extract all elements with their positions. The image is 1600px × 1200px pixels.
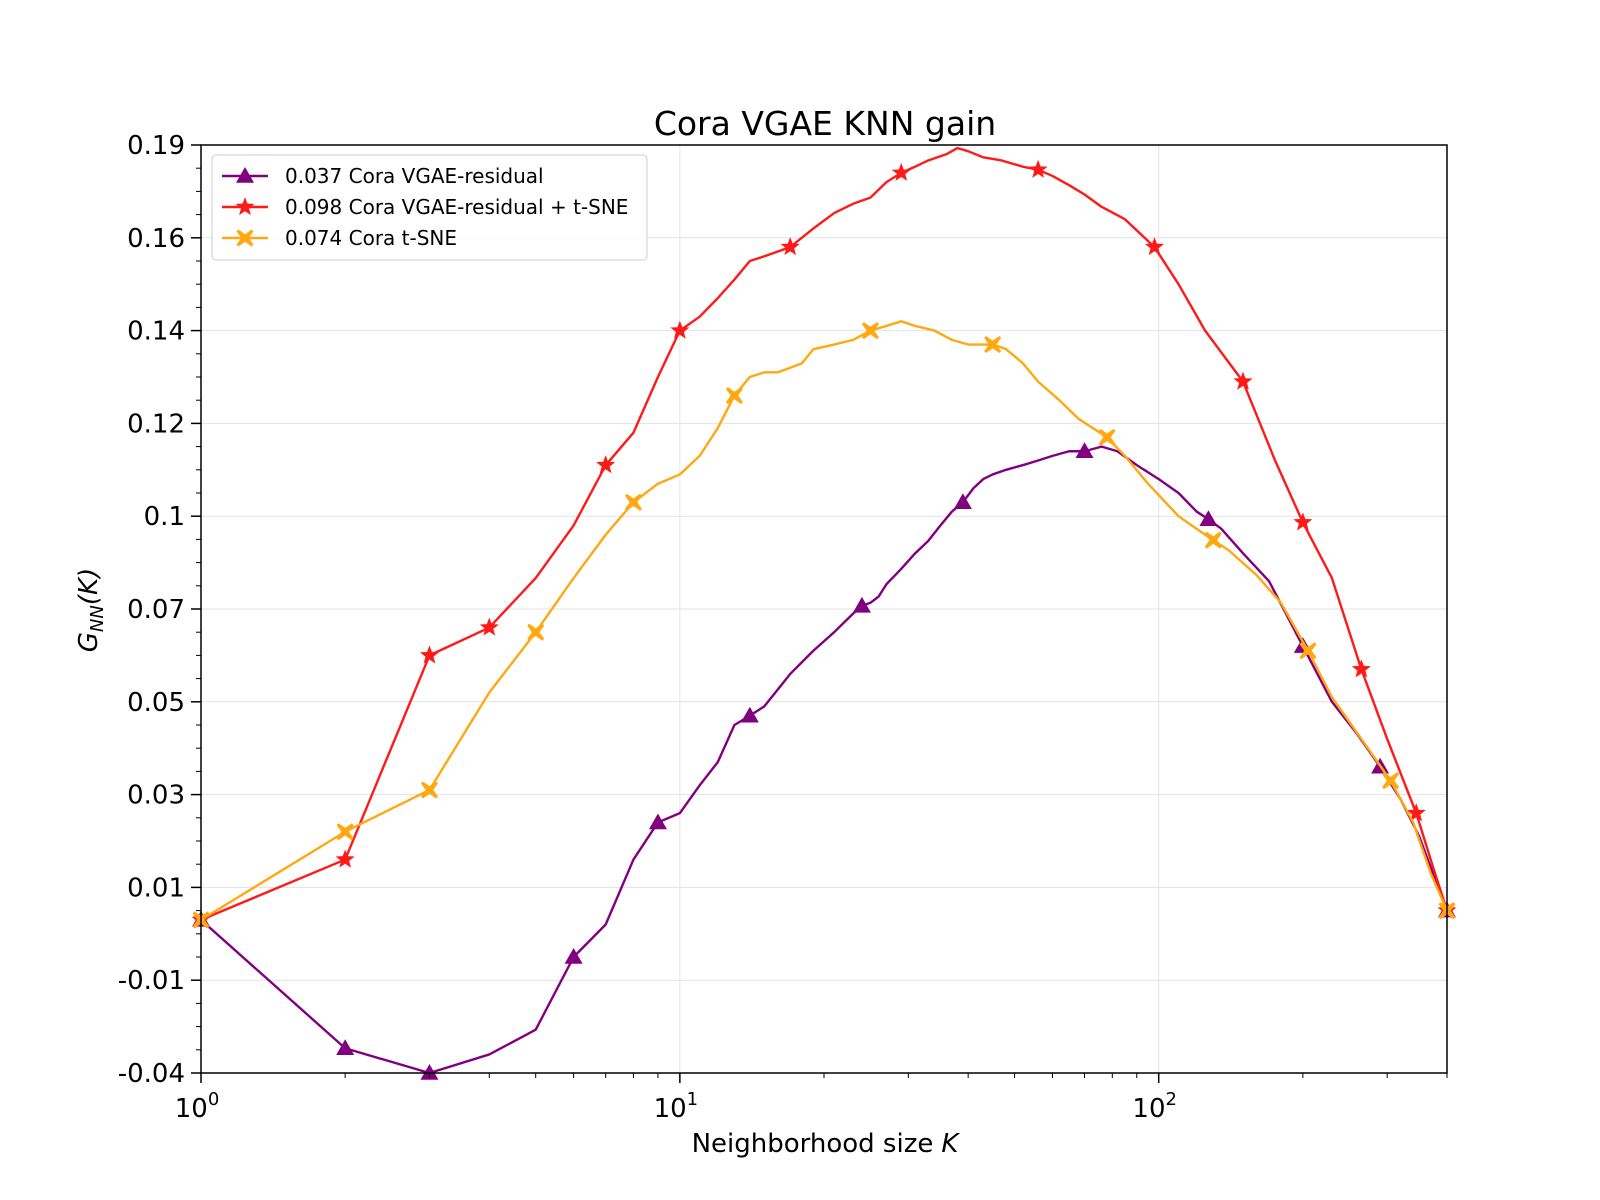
y-tick-label: 0.16 xyxy=(127,224,185,254)
series-marker xyxy=(670,320,690,339)
legend-box xyxy=(211,154,648,261)
legend-item: 0.037 Cora VGAE-residual xyxy=(222,164,544,188)
svg-text:GNN(K): GNN(K) xyxy=(74,568,108,652)
x-axis-label: Neighborhood size K xyxy=(692,1129,961,1159)
legend-item: 0.074 Cora t-SNE xyxy=(222,226,457,250)
legend-marker xyxy=(236,229,254,247)
series-marker xyxy=(1199,510,1218,527)
y-tick-label: -0.04 xyxy=(118,1059,185,1089)
y-axis-label-arg: (K) xyxy=(74,568,104,605)
series-marker xyxy=(1406,803,1426,822)
x-axis-label-text: Neighborhood size xyxy=(692,1129,934,1159)
series-marker xyxy=(1233,371,1253,390)
y-tick-label: 0.1 xyxy=(144,502,185,532)
series-marker xyxy=(479,617,499,636)
series-marker xyxy=(1299,642,1317,660)
series-layer xyxy=(191,146,1457,1080)
series-marker xyxy=(1098,428,1116,446)
series-marker xyxy=(1075,442,1094,458)
series-marker xyxy=(527,623,545,641)
y-tick-label: 0.01 xyxy=(127,873,185,903)
series-marker xyxy=(852,596,871,613)
series-marker xyxy=(336,1039,355,1056)
series-marker xyxy=(648,813,667,830)
series-marker xyxy=(1293,512,1313,531)
legend: 0.037 Cora VGAE-residual 0.098 Cora VGAE-… xyxy=(211,154,648,261)
x-tick-label: 101 xyxy=(654,1089,699,1124)
chart-title: Cora VGAE KNN gain xyxy=(654,104,996,143)
series-marker xyxy=(596,455,616,474)
series-marker xyxy=(624,493,642,511)
series-2 xyxy=(192,320,1456,929)
series-marker xyxy=(1351,659,1371,678)
series-marker xyxy=(419,645,439,664)
y-tick-label: 0.03 xyxy=(127,781,185,811)
series-marker xyxy=(953,493,972,510)
series-marker xyxy=(335,849,355,868)
ticks: -0.04 -0.01 0.01 0.03 0.05 0.07 0.1 0.12 0.14 0.1… xyxy=(118,131,1448,1124)
series-marker xyxy=(891,162,911,181)
y-tick-label: 0.05 xyxy=(127,688,185,718)
legend-marker xyxy=(236,167,254,183)
x-axis-label-var: K xyxy=(941,1129,960,1159)
y-tick-label: 0.07 xyxy=(127,595,185,625)
series-marker xyxy=(564,948,583,964)
series-marker xyxy=(1382,772,1400,790)
legend-marker xyxy=(235,197,255,216)
series-marker xyxy=(420,781,438,799)
series-marker xyxy=(1144,237,1165,256)
y-tick-label: 0.19 xyxy=(127,131,185,161)
x-tick-label: 102 xyxy=(1132,1089,1177,1124)
series-marker xyxy=(336,823,354,841)
series-marker xyxy=(420,1064,439,1080)
y-axis-label: GNN(K) xyxy=(74,568,108,652)
series-marker xyxy=(740,706,759,723)
y-axis-label-sub: NN xyxy=(87,605,108,632)
series-marker xyxy=(1204,531,1222,549)
y-axis-label-var: G xyxy=(74,632,104,652)
series-marker xyxy=(861,322,879,340)
series-marker xyxy=(780,237,800,256)
y-tick-label: -0.01 xyxy=(118,966,185,996)
legend-item: 0.098 Cora VGAE-residual + t-SNE xyxy=(222,195,628,219)
series-line xyxy=(200,320,1449,921)
y-tick-label: 0.14 xyxy=(127,317,185,347)
series-marker xyxy=(984,336,1002,354)
y-tick-label: 0.12 xyxy=(127,409,185,439)
x-tick-label: 100 xyxy=(175,1089,220,1124)
series-marker xyxy=(1028,159,1048,178)
series-marker xyxy=(725,387,743,405)
legend-label: 0.074 Cora t-SNE xyxy=(285,226,457,250)
series-line xyxy=(200,146,1449,921)
legend-label: 0.037 Cora VGAE-residual xyxy=(285,164,544,188)
legend-label: 0.098 Cora VGAE-residual + t-SNE xyxy=(285,195,628,219)
